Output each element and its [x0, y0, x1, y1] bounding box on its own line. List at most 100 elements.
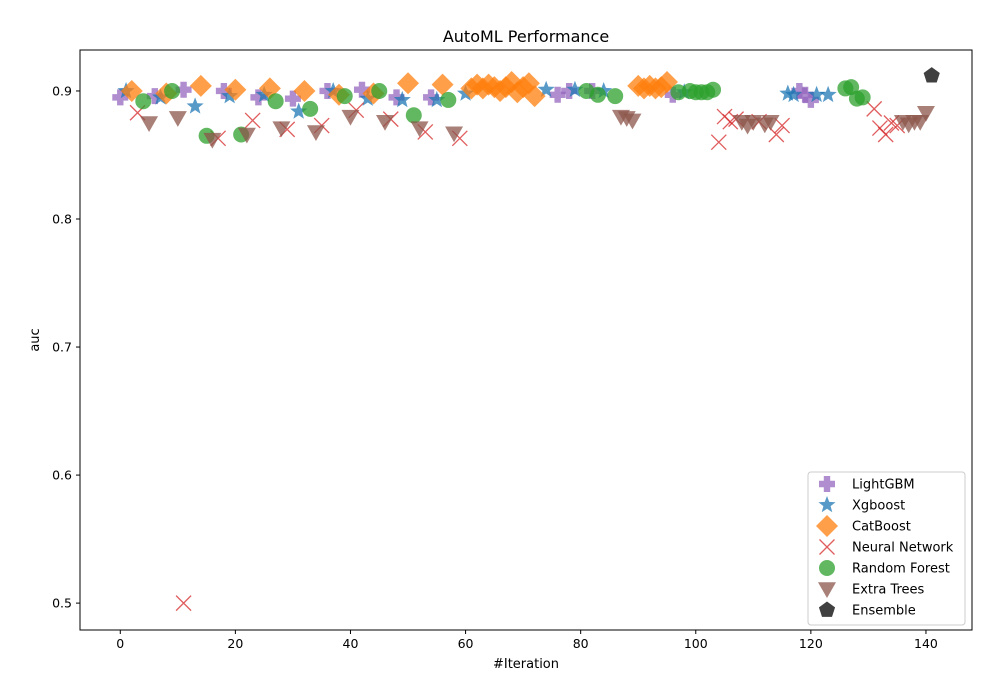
data-point [376, 114, 395, 131]
data-point [221, 87, 239, 104]
data-point [244, 112, 261, 129]
data-point [428, 90, 446, 108]
y-axis-label: auc [28, 328, 43, 351]
data-point [290, 102, 308, 119]
legend-marker [819, 539, 835, 555]
data-point [854, 89, 871, 106]
legend-label: CatBoost [852, 520, 911, 535]
data-point [761, 114, 780, 131]
data-point [923, 67, 940, 83]
chart-title: AutoML Performance [443, 27, 609, 46]
data-point [431, 73, 454, 96]
data-point [341, 109, 360, 126]
y-tick-label: 0.5 [52, 596, 72, 611]
data-point [140, 116, 159, 132]
data-point [607, 88, 624, 105]
data-point [237, 127, 256, 144]
data-point [272, 121, 291, 138]
x-tick-label: 60 [458, 636, 474, 651]
data-point [175, 595, 192, 612]
data-point [319, 82, 336, 99]
x-axis-ticks: 0 20 40 60 80 100 120 140 [116, 630, 938, 651]
data-point [561, 82, 578, 99]
legend-marker [816, 515, 838, 537]
data-point [168, 111, 187, 127]
legend-label: Neural Network [852, 541, 954, 556]
data-point [791, 82, 808, 99]
data-point [135, 93, 152, 110]
legend-label: Ensemble [852, 604, 916, 619]
data-point [267, 93, 284, 110]
y-tick-label: 0.7 [52, 340, 72, 355]
legend-marker [818, 601, 836, 617]
data-point [393, 90, 411, 108]
legend-box [807, 471, 966, 626]
data-point [440, 91, 457, 108]
x-tick-label: 40 [343, 636, 359, 651]
data-point [768, 126, 785, 143]
data-point [623, 113, 642, 130]
x-axis-label: #Iteration [493, 657, 559, 672]
data-point [306, 125, 325, 141]
legend-label: LightGBM [852, 478, 915, 493]
legend-label: Extra Trees [852, 583, 925, 598]
data-point [445, 126, 464, 143]
legend-label: Random Forest [852, 562, 950, 577]
data-point [175, 81, 192, 98]
x-tick-label: 140 [914, 636, 938, 651]
data-point [215, 82, 232, 99]
legend-marker [818, 582, 836, 598]
data-point [819, 85, 837, 103]
y-tick-label: 0.6 [52, 468, 72, 483]
data-point [523, 85, 546, 108]
x-tick-label: 20 [227, 636, 243, 651]
data-point [710, 134, 727, 151]
data-point [410, 121, 429, 138]
data-point [774, 117, 791, 134]
data-point [866, 100, 883, 117]
series-extra-trees [140, 105, 935, 149]
legend-marker [818, 496, 836, 513]
legend-marker [819, 560, 835, 576]
data-point [302, 100, 319, 117]
x-tick-label: 100 [684, 636, 708, 651]
data-point [189, 74, 212, 97]
x-tick-label: 0 [116, 636, 124, 651]
data-point [224, 78, 247, 101]
data-points [112, 67, 940, 612]
data-point [405, 107, 422, 124]
data-point [537, 80, 555, 97]
data-point [203, 132, 222, 149]
data-point [566, 80, 584, 97]
data-point [397, 72, 420, 95]
data-point [797, 86, 814, 103]
y-axis-ticks: 0.5 0.6 0.7 0.8 0.9 [52, 83, 80, 611]
data-point [186, 97, 204, 114]
series-random-forest [135, 79, 871, 144]
data-point [284, 90, 301, 107]
y-tick-label: 0.8 [52, 212, 72, 227]
data-point [371, 82, 388, 99]
data-point [112, 89, 129, 106]
y-tick-label: 0.9 [52, 83, 72, 98]
data-point [250, 89, 267, 106]
data-point [916, 105, 935, 122]
data-point [353, 81, 370, 98]
data-point [293, 79, 316, 102]
data-point [877, 126, 894, 143]
series-ensemble [923, 67, 940, 83]
data-point [589, 86, 606, 103]
legend: LightGBM Xgboost CatBoost Neural Network Ran… [807, 471, 966, 626]
legend-label: Xgboost [852, 499, 905, 514]
x-tick-label: 80 [573, 636, 589, 651]
data-point [802, 91, 819, 108]
data-point [336, 88, 353, 105]
data-point [164, 82, 181, 99]
legend-marker [819, 476, 835, 492]
data-point [785, 85, 803, 103]
data-point [705, 81, 722, 98]
data-point [549, 86, 566, 103]
x-tick-label: 120 [799, 636, 823, 651]
data-point [255, 85, 273, 103]
